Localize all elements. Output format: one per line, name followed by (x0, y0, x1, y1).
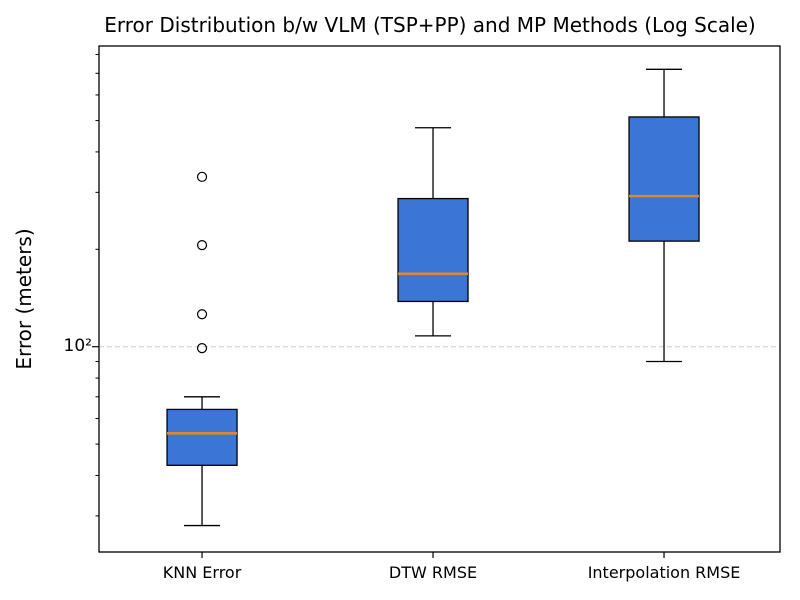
x-tick-label-dtw-rmse: DTW RMSE (389, 563, 477, 582)
chart-title: Error Distribution b/w VLM (TSP+PP) and … (104, 13, 756, 37)
box-interpolation-rmse (628, 116, 700, 242)
x-tick-label-knn-error: KNN Error (163, 563, 242, 582)
x-tick-label-interpolation-rmse: Interpolation RMSE (588, 563, 741, 582)
outlier-point-knn-error-126 (196, 309, 208, 320)
plot-frame (98, 45, 781, 553)
box-knn-error (166, 408, 238, 466)
outlier-point-knn-error-99 (196, 343, 208, 354)
box-dtw-rmse (397, 197, 469, 303)
outlier-point-knn-error-206 (196, 240, 208, 251)
outlier-point-knn-error-335 (196, 171, 208, 182)
y-tick-label-100: 10² (63, 336, 92, 356)
